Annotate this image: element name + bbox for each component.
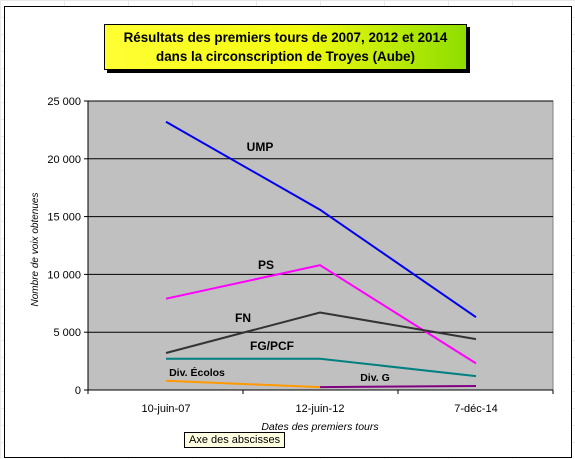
series-line-fg-pcf xyxy=(166,357,477,378)
series-label-ps: PS xyxy=(258,258,274,272)
series-line-div-g xyxy=(319,385,477,389)
y-axis-title: Nombre de voix obtenues xyxy=(30,193,41,307)
x-tick-label: 12-juin-12 xyxy=(296,403,345,415)
series-label-fn: FN xyxy=(235,311,251,325)
series-line-div-colos xyxy=(165,379,321,389)
series-line-ump xyxy=(165,120,477,319)
chart-title[interactable]: Résultats des premiers tours de 2007, 20… xyxy=(104,24,467,70)
series-label-div-g: Div. G xyxy=(360,372,390,384)
chart-title-line-2: dans la circonscription de Troyes (Aube) xyxy=(156,49,415,64)
series-label-div-colos: Div. Écolos xyxy=(169,366,225,379)
y-tick-label: 0 xyxy=(75,385,81,397)
y-tick-label: 15 000 xyxy=(47,212,81,224)
y-tick-label: 20 000 xyxy=(47,154,81,166)
x-tick-label: 10-juin-07 xyxy=(142,403,191,415)
axis-tooltip: Axe des abscisses xyxy=(184,432,286,448)
x-axis-title: Dates des premiers tours xyxy=(261,421,379,433)
plot-area xyxy=(87,100,554,391)
x-tick-label: 7-déc-14 xyxy=(454,403,497,415)
series-label-fg-pcf: FG/PCF xyxy=(250,339,294,353)
y-tick-label: 25 000 xyxy=(47,96,81,108)
y-tick-label: 10 000 xyxy=(47,269,81,281)
series-line-fn xyxy=(165,311,477,354)
chart-title-line-1: Résultats des premiers tours de 2007, 20… xyxy=(123,30,448,45)
series-label-ump: UMP xyxy=(247,140,274,154)
y-tick-label: 5 000 xyxy=(53,327,81,339)
